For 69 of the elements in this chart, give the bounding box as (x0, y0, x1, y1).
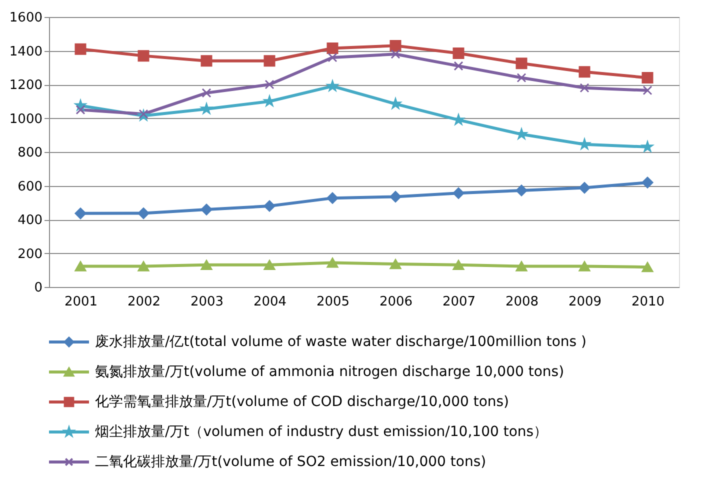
point (138, 50, 150, 62)
point (580, 83, 590, 93)
y-tick-label: 800 (18, 146, 42, 160)
point (516, 58, 528, 70)
point (327, 80, 338, 91)
y-tick-label: 200 (18, 246, 42, 262)
y-tick-label: 0 (34, 280, 42, 296)
point (516, 261, 528, 272)
x-tick-label: 2002 (127, 294, 161, 310)
point (390, 98, 401, 109)
legend-label: 化学需氧量排放量/万t(volume of COD discharge/10,000 tons) (95, 394, 510, 410)
point (138, 208, 150, 220)
point (390, 258, 402, 270)
point (578, 182, 590, 194)
x-tick-label: 2001 (64, 294, 98, 310)
point (264, 96, 275, 106)
point (200, 204, 212, 216)
point (200, 55, 212, 67)
point (578, 66, 590, 78)
point (390, 40, 402, 52)
point (74, 208, 86, 220)
point (454, 61, 464, 71)
x-tick-label: 2003 (190, 294, 224, 310)
point (200, 260, 212, 270)
point (453, 114, 464, 125)
legend-label: 废水排放量/亿t(total volume of waste water discharge/100million tons ) (95, 334, 586, 350)
x-tick-label: 2009 (568, 294, 602, 310)
point (516, 184, 528, 196)
point (328, 52, 338, 62)
point (642, 262, 654, 272)
point (516, 73, 526, 82)
point (138, 261, 150, 272)
x-tick-label: 2010 (631, 294, 665, 310)
point (390, 190, 402, 202)
y-tick-label: 600 (18, 179, 42, 194)
point (326, 258, 338, 268)
y-tick-label: 1000 (9, 112, 42, 127)
point (642, 141, 653, 152)
point (642, 86, 652, 96)
point (642, 176, 654, 188)
legend-label: 烟尘排放量/万t（volumen of industry dust emission/10,100 tons） (95, 424, 548, 440)
point (452, 48, 464, 60)
y-tick-label: 1600 (9, 10, 42, 26)
x-tick-label: 2005 (316, 294, 350, 310)
point (201, 103, 212, 114)
x-tick-label: 2008 (505, 294, 539, 310)
point (326, 42, 338, 54)
point (264, 80, 274, 90)
point (202, 88, 212, 98)
x-tick-label: 2004 (253, 294, 287, 310)
y-tick-label: 400 (18, 213, 42, 228)
point (579, 138, 590, 150)
point (452, 260, 464, 270)
x-tick-label: 2007 (442, 294, 476, 310)
point (74, 43, 86, 55)
point (264, 260, 276, 270)
point (326, 192, 338, 204)
legend-label: 二氧化碳排放量/万t(volume of SO2 emission/10,000 tons) (95, 454, 486, 470)
point (452, 187, 464, 199)
legend-label: 氨氮排放量/万t(volume of ammonia nitrogen discharge 10,000 tons) (95, 364, 564, 380)
x-tick-label: 2006 (379, 294, 413, 310)
point (264, 55, 276, 67)
point (264, 200, 276, 212)
point (390, 49, 400, 59)
point (74, 261, 86, 272)
y-tick-label: 1400 (9, 44, 42, 60)
point (642, 72, 654, 84)
y-tick-label: 1200 (9, 78, 42, 93)
point (578, 261, 590, 272)
